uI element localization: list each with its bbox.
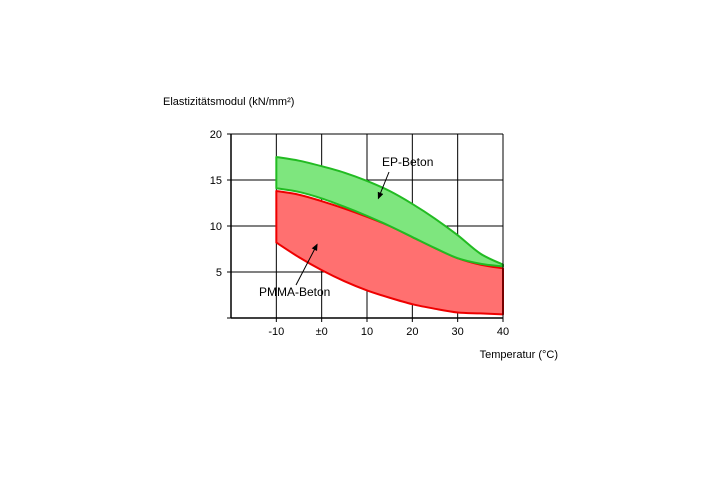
y-tick-label: 15 — [210, 175, 222, 187]
annotations: EP-Beton PMMA-Beton — [259, 155, 433, 299]
y-tick-label: 5 — [216, 267, 222, 279]
x-tick-label: 20 — [406, 326, 418, 338]
x-axis-label: Temperatur (°C) — [480, 349, 558, 361]
x-tick-label: 40 — [497, 326, 509, 338]
x-tick-label: ±0 — [316, 326, 328, 338]
annotation-label-pmma-beton: PMMA-Beton — [259, 285, 330, 299]
annotation-arrow-ep-beton — [377, 171, 390, 200]
annotation-arrow-pmma-beton — [295, 243, 318, 286]
annotation-label-ep-beton: EP-Beton — [382, 155, 433, 169]
ticks: -10 ±0 10 20 30 40 5 10 15 20 — [210, 129, 509, 338]
y-tick-label: 10 — [210, 221, 222, 233]
x-tick-label: -10 — [268, 326, 284, 338]
x-tick-label: 10 — [361, 326, 373, 338]
y-axis-label: Elastizitätsmodul (kN/mm²) — [163, 96, 294, 108]
y-tick-label: 20 — [210, 129, 222, 141]
x-tick-label: 30 — [452, 326, 464, 338]
